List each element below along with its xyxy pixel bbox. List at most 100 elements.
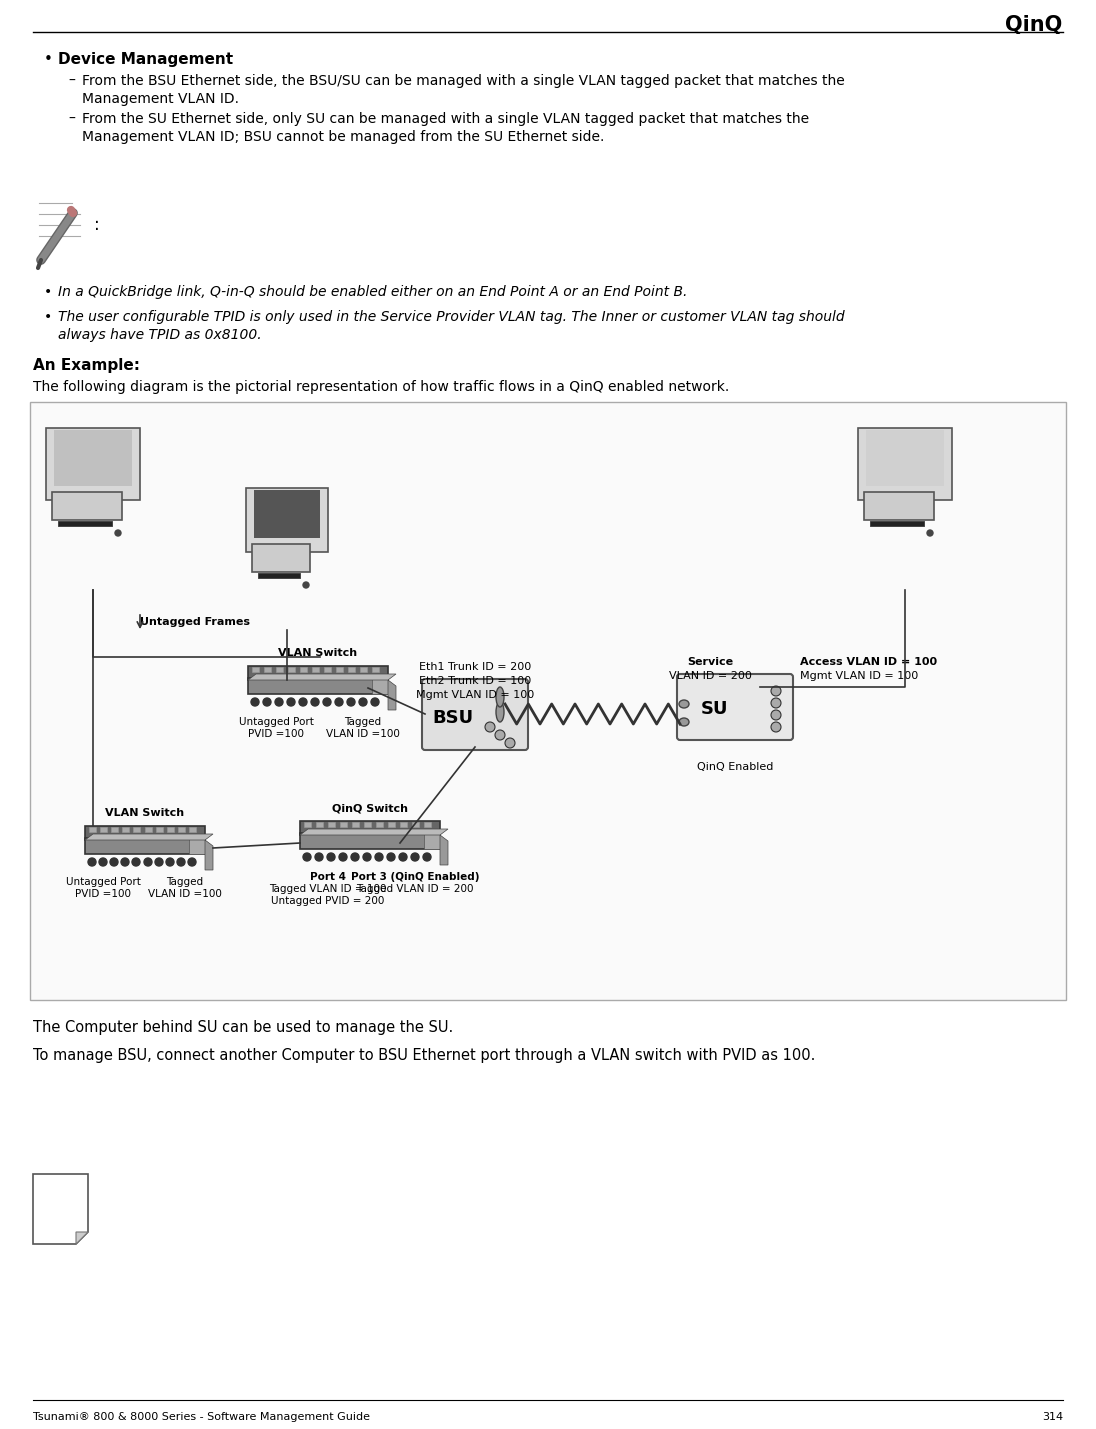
FancyBboxPatch shape	[111, 827, 118, 832]
FancyBboxPatch shape	[46, 429, 140, 500]
FancyBboxPatch shape	[145, 827, 152, 832]
FancyBboxPatch shape	[424, 833, 439, 849]
Circle shape	[165, 857, 174, 866]
FancyBboxPatch shape	[252, 544, 310, 572]
FancyBboxPatch shape	[677, 674, 794, 740]
Circle shape	[486, 722, 495, 732]
Text: Management VLAN ID.: Management VLAN ID.	[82, 91, 239, 106]
FancyBboxPatch shape	[870, 522, 924, 526]
Circle shape	[299, 697, 307, 706]
Polygon shape	[248, 674, 396, 680]
Text: •: •	[44, 310, 53, 324]
Text: always have TPID as 0x8100.: always have TPID as 0x8100.	[58, 329, 262, 342]
FancyBboxPatch shape	[178, 827, 185, 832]
FancyBboxPatch shape	[372, 667, 379, 672]
FancyBboxPatch shape	[248, 677, 388, 694]
FancyBboxPatch shape	[364, 822, 372, 827]
FancyBboxPatch shape	[312, 667, 319, 672]
Circle shape	[770, 697, 781, 707]
FancyBboxPatch shape	[372, 677, 388, 694]
Text: VLAN Switch: VLAN Switch	[278, 647, 357, 657]
Circle shape	[287, 697, 295, 706]
Polygon shape	[205, 840, 213, 870]
Ellipse shape	[496, 702, 504, 722]
FancyBboxPatch shape	[133, 827, 140, 832]
Text: An Example:: An Example:	[33, 359, 140, 373]
Text: Tsunami® 800 & 8000 Series - Software Management Guide: Tsunami® 800 & 8000 Series - Software Ma…	[33, 1412, 370, 1422]
FancyBboxPatch shape	[424, 822, 431, 827]
Text: Device Management: Device Management	[58, 51, 233, 67]
Text: –: –	[68, 74, 75, 89]
Text: PVID =100: PVID =100	[248, 729, 304, 739]
FancyBboxPatch shape	[30, 402, 1066, 1000]
Circle shape	[155, 857, 163, 866]
Circle shape	[302, 853, 311, 862]
Text: Port 3 (QinQ Enabled): Port 3 (QinQ Enabled)	[351, 872, 479, 882]
FancyBboxPatch shape	[897, 497, 913, 504]
Circle shape	[375, 853, 383, 862]
FancyBboxPatch shape	[85, 497, 101, 504]
FancyBboxPatch shape	[864, 492, 934, 520]
Text: Untagged Port: Untagged Port	[239, 717, 313, 727]
Circle shape	[132, 857, 140, 866]
Text: PVID =100: PVID =100	[75, 889, 132, 899]
FancyBboxPatch shape	[246, 487, 328, 552]
Text: Mgmt VLAN ID = 100: Mgmt VLAN ID = 100	[415, 690, 534, 700]
Circle shape	[927, 530, 933, 536]
Text: Tagged: Tagged	[167, 877, 204, 887]
FancyBboxPatch shape	[58, 522, 112, 526]
FancyBboxPatch shape	[100, 827, 107, 832]
FancyBboxPatch shape	[252, 667, 259, 672]
Circle shape	[770, 686, 781, 696]
FancyBboxPatch shape	[422, 679, 528, 750]
Text: Eth1 Trunk ID = 200: Eth1 Trunk ID = 200	[419, 662, 532, 672]
Circle shape	[399, 853, 407, 862]
Text: Mgmt VLAN ID = 100: Mgmt VLAN ID = 100	[800, 672, 918, 682]
Circle shape	[311, 697, 319, 706]
FancyBboxPatch shape	[400, 822, 407, 827]
Text: 314: 314	[1042, 1412, 1063, 1422]
Circle shape	[387, 853, 395, 862]
Text: :: :	[94, 216, 100, 234]
Text: The Computer behind SU can be used to manage the SU.: The Computer behind SU can be used to ma…	[33, 1020, 454, 1035]
Circle shape	[251, 697, 259, 706]
Text: To manage BSU, connect another Computer to BSU Ethernet port through a VLAN swit: To manage BSU, connect another Computer …	[33, 1047, 815, 1063]
FancyBboxPatch shape	[304, 822, 311, 827]
Text: •: •	[44, 51, 53, 67]
Ellipse shape	[496, 687, 504, 707]
FancyBboxPatch shape	[359, 667, 367, 672]
Text: The user configurable TPID is only used in the Service Provider VLAN tag. The In: The user configurable TPID is only used …	[58, 310, 845, 324]
Circle shape	[110, 857, 118, 866]
Polygon shape	[300, 829, 448, 835]
Ellipse shape	[680, 700, 689, 707]
FancyBboxPatch shape	[288, 667, 295, 672]
Text: VLAN Switch: VLAN Switch	[105, 807, 184, 817]
Polygon shape	[439, 835, 448, 865]
Circle shape	[359, 697, 367, 706]
FancyBboxPatch shape	[328, 822, 335, 827]
Circle shape	[315, 853, 323, 862]
Text: Access VLAN ID = 100: Access VLAN ID = 100	[800, 657, 937, 667]
FancyBboxPatch shape	[340, 822, 347, 827]
FancyBboxPatch shape	[264, 667, 271, 672]
Circle shape	[144, 857, 152, 866]
Circle shape	[347, 697, 355, 706]
FancyBboxPatch shape	[388, 822, 395, 827]
Polygon shape	[85, 835, 213, 840]
FancyBboxPatch shape	[254, 490, 320, 537]
Text: Untagged PVID = 200: Untagged PVID = 200	[272, 896, 385, 906]
Text: In a QuickBridge link, Q-in-Q should be enabled either on an End Point A or an E: In a QuickBridge link, Q-in-Q should be …	[58, 284, 687, 299]
Text: From the SU Ethernet side, only SU can be managed with a single VLAN tagged pack: From the SU Ethernet side, only SU can b…	[82, 111, 809, 126]
FancyBboxPatch shape	[376, 822, 383, 827]
Text: Service: Service	[687, 657, 733, 667]
FancyBboxPatch shape	[884, 506, 925, 510]
Text: Untagged Frames: Untagged Frames	[140, 617, 250, 627]
Text: Untagged Port: Untagged Port	[66, 877, 140, 887]
Circle shape	[189, 857, 196, 866]
Circle shape	[115, 530, 121, 536]
FancyBboxPatch shape	[122, 827, 129, 832]
Text: BSU: BSU	[433, 709, 473, 727]
Circle shape	[302, 582, 309, 587]
Text: Eth2 Trunk ID = 100: Eth2 Trunk ID = 100	[419, 676, 532, 686]
FancyBboxPatch shape	[300, 822, 439, 835]
